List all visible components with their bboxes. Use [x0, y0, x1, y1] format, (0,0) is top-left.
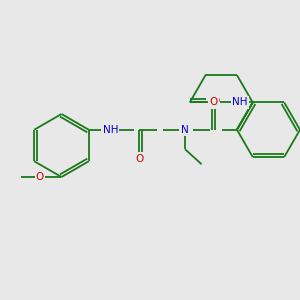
- Text: O: O: [209, 98, 217, 107]
- Text: O: O: [135, 154, 143, 164]
- Text: O: O: [211, 96, 219, 106]
- Text: NH: NH: [232, 98, 247, 107]
- Text: NH: NH: [103, 125, 118, 135]
- Text: N: N: [181, 125, 189, 135]
- Text: O: O: [36, 172, 44, 182]
